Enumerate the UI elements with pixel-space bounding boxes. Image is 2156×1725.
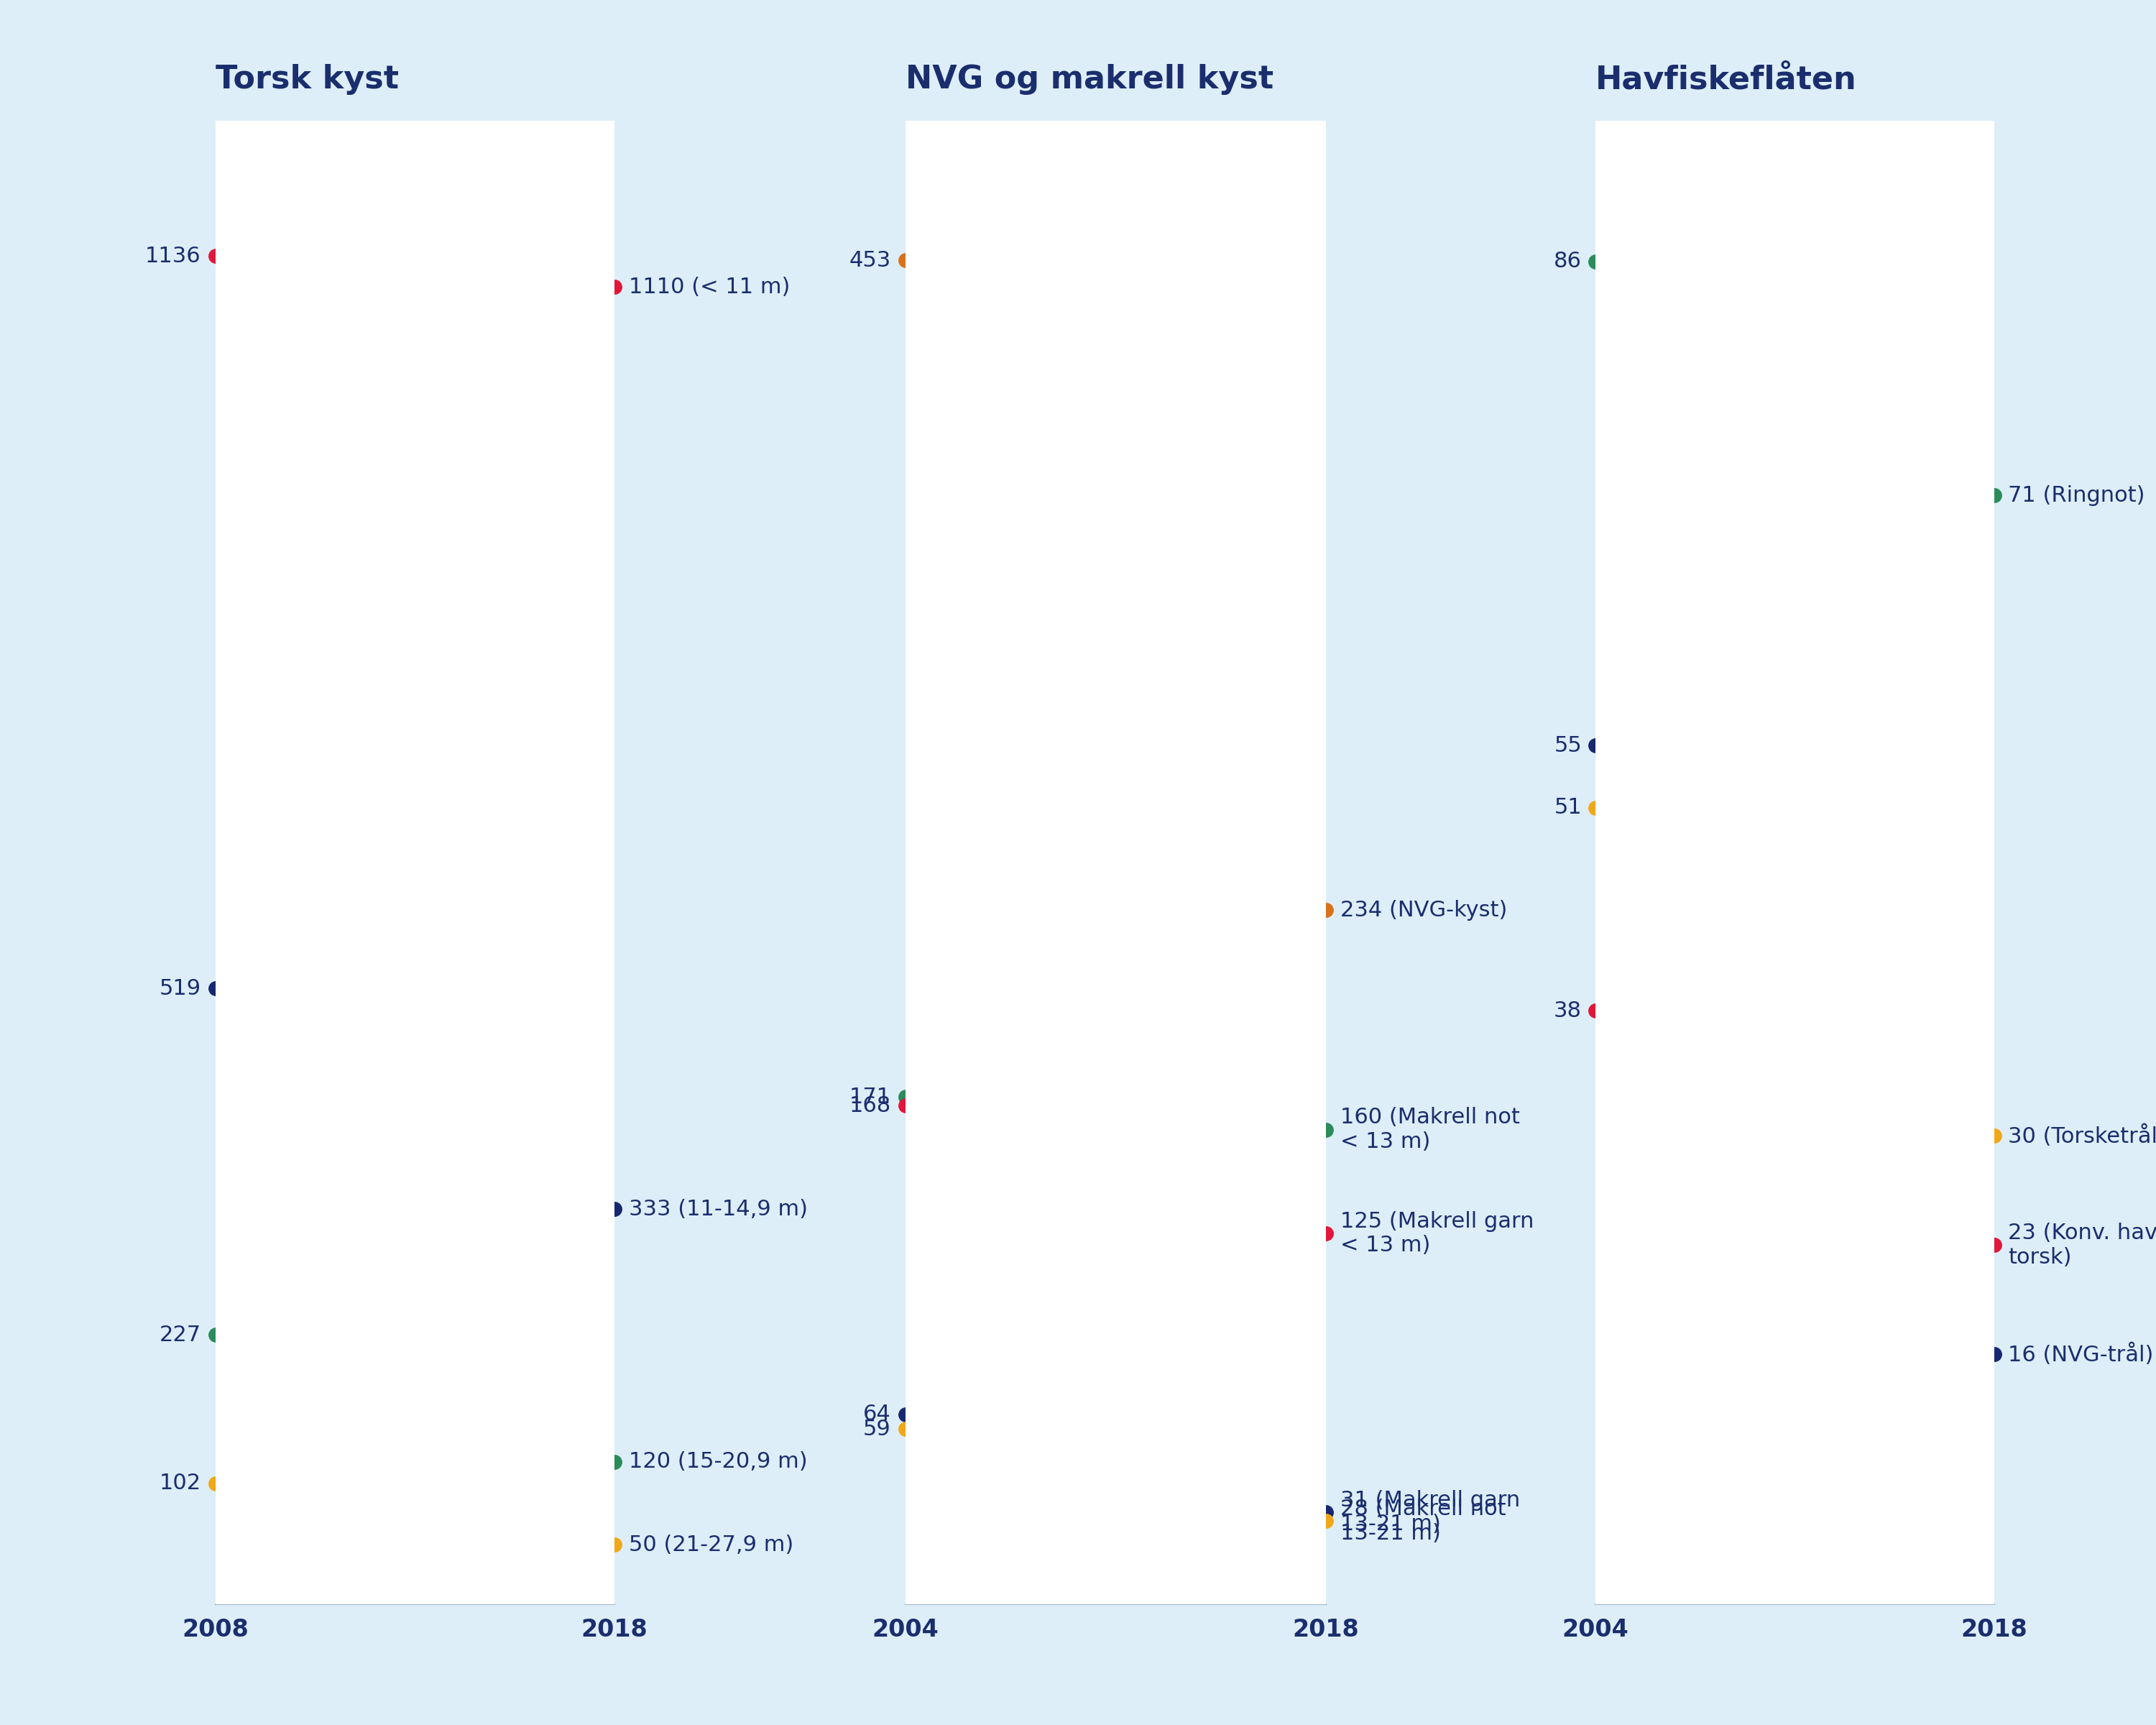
Text: 168: 168 (849, 1095, 890, 1116)
Text: 23 (Konv. hav
torsk): 23 (Konv. hav torsk) (2007, 1223, 2156, 1268)
Text: 55: 55 (1554, 735, 1583, 756)
Text: NVG og makrell kyst: NVG og makrell kyst (906, 64, 1274, 95)
Text: 333 (11-14,9 m): 333 (11-14,9 m) (630, 1199, 808, 1220)
Text: 1136: 1136 (144, 245, 201, 266)
Text: 120 (15-20,9 m): 120 (15-20,9 m) (630, 1451, 808, 1471)
Text: 227: 227 (160, 1325, 201, 1346)
Text: 234 (NVG-kyst): 234 (NVG-kyst) (1341, 899, 1507, 921)
Text: 102: 102 (160, 1473, 201, 1494)
Text: 51: 51 (1554, 797, 1583, 818)
Text: 16 (NVG-trål): 16 (NVG-trål) (2007, 1344, 2154, 1366)
Text: 125 (Makrell garn
< 13 m): 125 (Makrell garn < 13 m) (1341, 1211, 1535, 1256)
Text: 1110 (< 11 m): 1110 (< 11 m) (630, 276, 791, 297)
Text: 160 (Makrell not
< 13 m): 160 (Makrell not < 13 m) (1341, 1107, 1520, 1152)
Text: 38: 38 (1554, 1000, 1583, 1021)
Text: 71 (Ringnot): 71 (Ringnot) (2007, 485, 2145, 505)
Text: Havfiskeflåten: Havfiskeflåten (1595, 64, 1856, 95)
Text: 59: 59 (862, 1418, 890, 1440)
Text: 519: 519 (160, 978, 201, 999)
Text: 64: 64 (862, 1404, 890, 1425)
Text: 171: 171 (849, 1087, 890, 1107)
Text: 31 (Makrell garn
13-21 m): 31 (Makrell garn 13-21 m) (1341, 1490, 1520, 1535)
Text: 86: 86 (1554, 250, 1583, 273)
Text: Torsk kyst: Torsk kyst (216, 64, 399, 95)
Text: 453: 453 (849, 250, 890, 271)
Text: 30 (Torsketrål): 30 (Torsketrål) (2007, 1125, 2156, 1147)
Text: 28 (Makrell not
13-21 m): 28 (Makrell not 13-21 m) (1341, 1499, 1507, 1544)
Text: 50 (21-27,9 m): 50 (21-27,9 m) (630, 1535, 793, 1556)
